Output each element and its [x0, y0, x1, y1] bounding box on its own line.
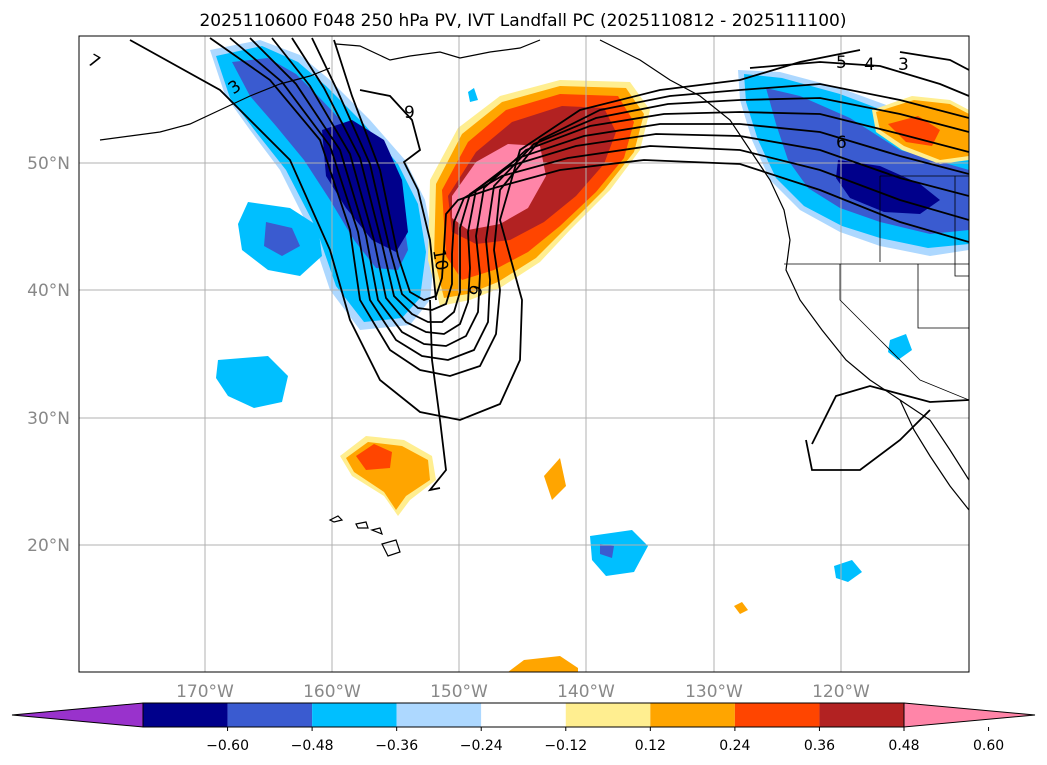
pv-negative-core-west — [322, 120, 408, 252]
coast-baja — [899, 399, 969, 511]
coast-aleutians — [99, 67, 331, 141]
colorbar-extend-low — [11, 702, 144, 728]
pv-contour-4 — [249, 37, 969, 347]
hawaii-islands — [328, 515, 401, 557]
colorbar-extend-high — [903, 702, 1036, 728]
lon-label-140w: 140°W — [557, 682, 615, 702]
pv-label-2: 10 — [428, 247, 451, 272]
colorbar-segment-7 — [650, 703, 735, 727]
colorbar-segment-3 — [312, 703, 397, 727]
lon-label-150w: 150°W — [430, 682, 488, 702]
pv-positive-blob-4 — [734, 602, 748, 614]
colorbar-segment-1 — [143, 703, 228, 727]
pv-contours — [129, 37, 969, 492]
pv-positive-blob-5-core — [888, 116, 940, 146]
colorbar-segment-5 — [481, 703, 566, 727]
island-2 — [355, 521, 369, 529]
colorbar-tick-label-1: −0.48 — [291, 738, 334, 754]
pv-label-7: 3 — [898, 55, 909, 75]
lat-label-20n: 20°N — [27, 536, 70, 556]
pv-positive-blob-2 — [544, 458, 566, 500]
pv-label-5: 5 — [836, 53, 847, 73]
colorbar-tick-label-5: 0.12 — [635, 738, 666, 754]
pv-contour-3 — [229, 37, 969, 361]
border-states-5 — [954, 176, 969, 277]
pv-contour-6 — [291, 37, 969, 323]
pv-contour-10 — [427, 299, 447, 492]
pv-contour-outer — [129, 39, 861, 421]
pv-positive-blob-3 — [508, 656, 578, 672]
colorbar-tick-label-3: −0.24 — [460, 738, 503, 754]
island-4 — [381, 539, 401, 557]
pv-negative-core-east — [836, 160, 940, 214]
pv-contour-2 — [209, 37, 969, 377]
pv-contour-7 — [311, 37, 969, 311]
colorbar-tick-label-8: 0.48 — [888, 738, 919, 754]
colorbar-tick-label-6: 0.24 — [719, 738, 750, 754]
pv-contour-12 — [805, 409, 931, 471]
coast-alaska-south — [335, 39, 541, 61]
pv-negative-blob-3 — [590, 530, 648, 576]
map-frame — [78, 35, 970, 673]
gridlines — [79, 36, 969, 672]
colorbar-tick-label-2: −0.36 — [375, 738, 418, 754]
pv-negative-blob-1-core — [264, 222, 300, 256]
coast-na-west — [599, 39, 969, 481]
colorbar-segment-4 — [396, 703, 482, 727]
pv-label-6: 4 — [864, 55, 875, 75]
colorbar: −0.60 −0.48 −0.36 −0.24 −0.12 0.12 0.24 0.36 0.4… — [11, 702, 1036, 754]
lat-label-30n: 30°N — [27, 409, 70, 429]
pv-contour-9 — [359, 89, 437, 301]
map-layers: 9 10 9 3 5 4 3 6 7 — [79, 36, 969, 672]
colorbar-segment-9 — [819, 703, 904, 727]
lon-label-160w: 160°W — [303, 682, 361, 702]
pv-contour-13 — [899, 51, 969, 71]
colorbar-segment-6 — [565, 703, 651, 727]
latitude-labels: 50°N 40°N 30°N 20°N — [27, 154, 70, 556]
coastlines — [99, 39, 969, 511]
colorbar-tick-label-7: 0.36 — [804, 738, 835, 754]
colorbar-tick-label-9: 0.60 — [973, 738, 1004, 754]
pv-contour-5 — [271, 37, 969, 335]
pv-negative-blob-6 — [468, 88, 478, 102]
colorbar-outline — [142, 702, 905, 728]
colorbar-tick-label-0: −0.60 — [206, 738, 249, 754]
colorbar-tick-label-4: −0.12 — [544, 738, 587, 754]
pv-positive-blob-1-core — [356, 444, 392, 470]
lon-label-170w: 170°W — [176, 682, 234, 702]
lat-label-50n: 50°N — [27, 154, 70, 174]
colorbar-segment-8 — [734, 703, 820, 727]
colorbar-segment-2 — [227, 703, 313, 727]
border-states-2 — [917, 264, 969, 329]
island-1 — [328, 515, 344, 523]
longitude-labels: 170°W 160°W 150°W 140°W 130°W 120°W — [176, 682, 870, 702]
pv-negative-blob-3-core — [600, 544, 614, 558]
pv-contour-14 — [749, 61, 969, 97]
pv-contour-8 — [333, 39, 969, 301]
pv-label-1: 9 — [404, 103, 415, 123]
lon-label-120w: 120°W — [812, 682, 870, 702]
border-states-1 — [839, 264, 969, 401]
island-3 — [370, 527, 383, 536]
lat-label-40n: 40°N — [27, 281, 70, 301]
pv-negative-blob-2 — [216, 356, 288, 408]
pv-label-8: 6 — [836, 133, 847, 153]
lon-label-130w: 130°W — [685, 682, 743, 702]
figure-title: 2025110600 F048 250 hPa PV, IVT Landfall… — [199, 11, 846, 31]
